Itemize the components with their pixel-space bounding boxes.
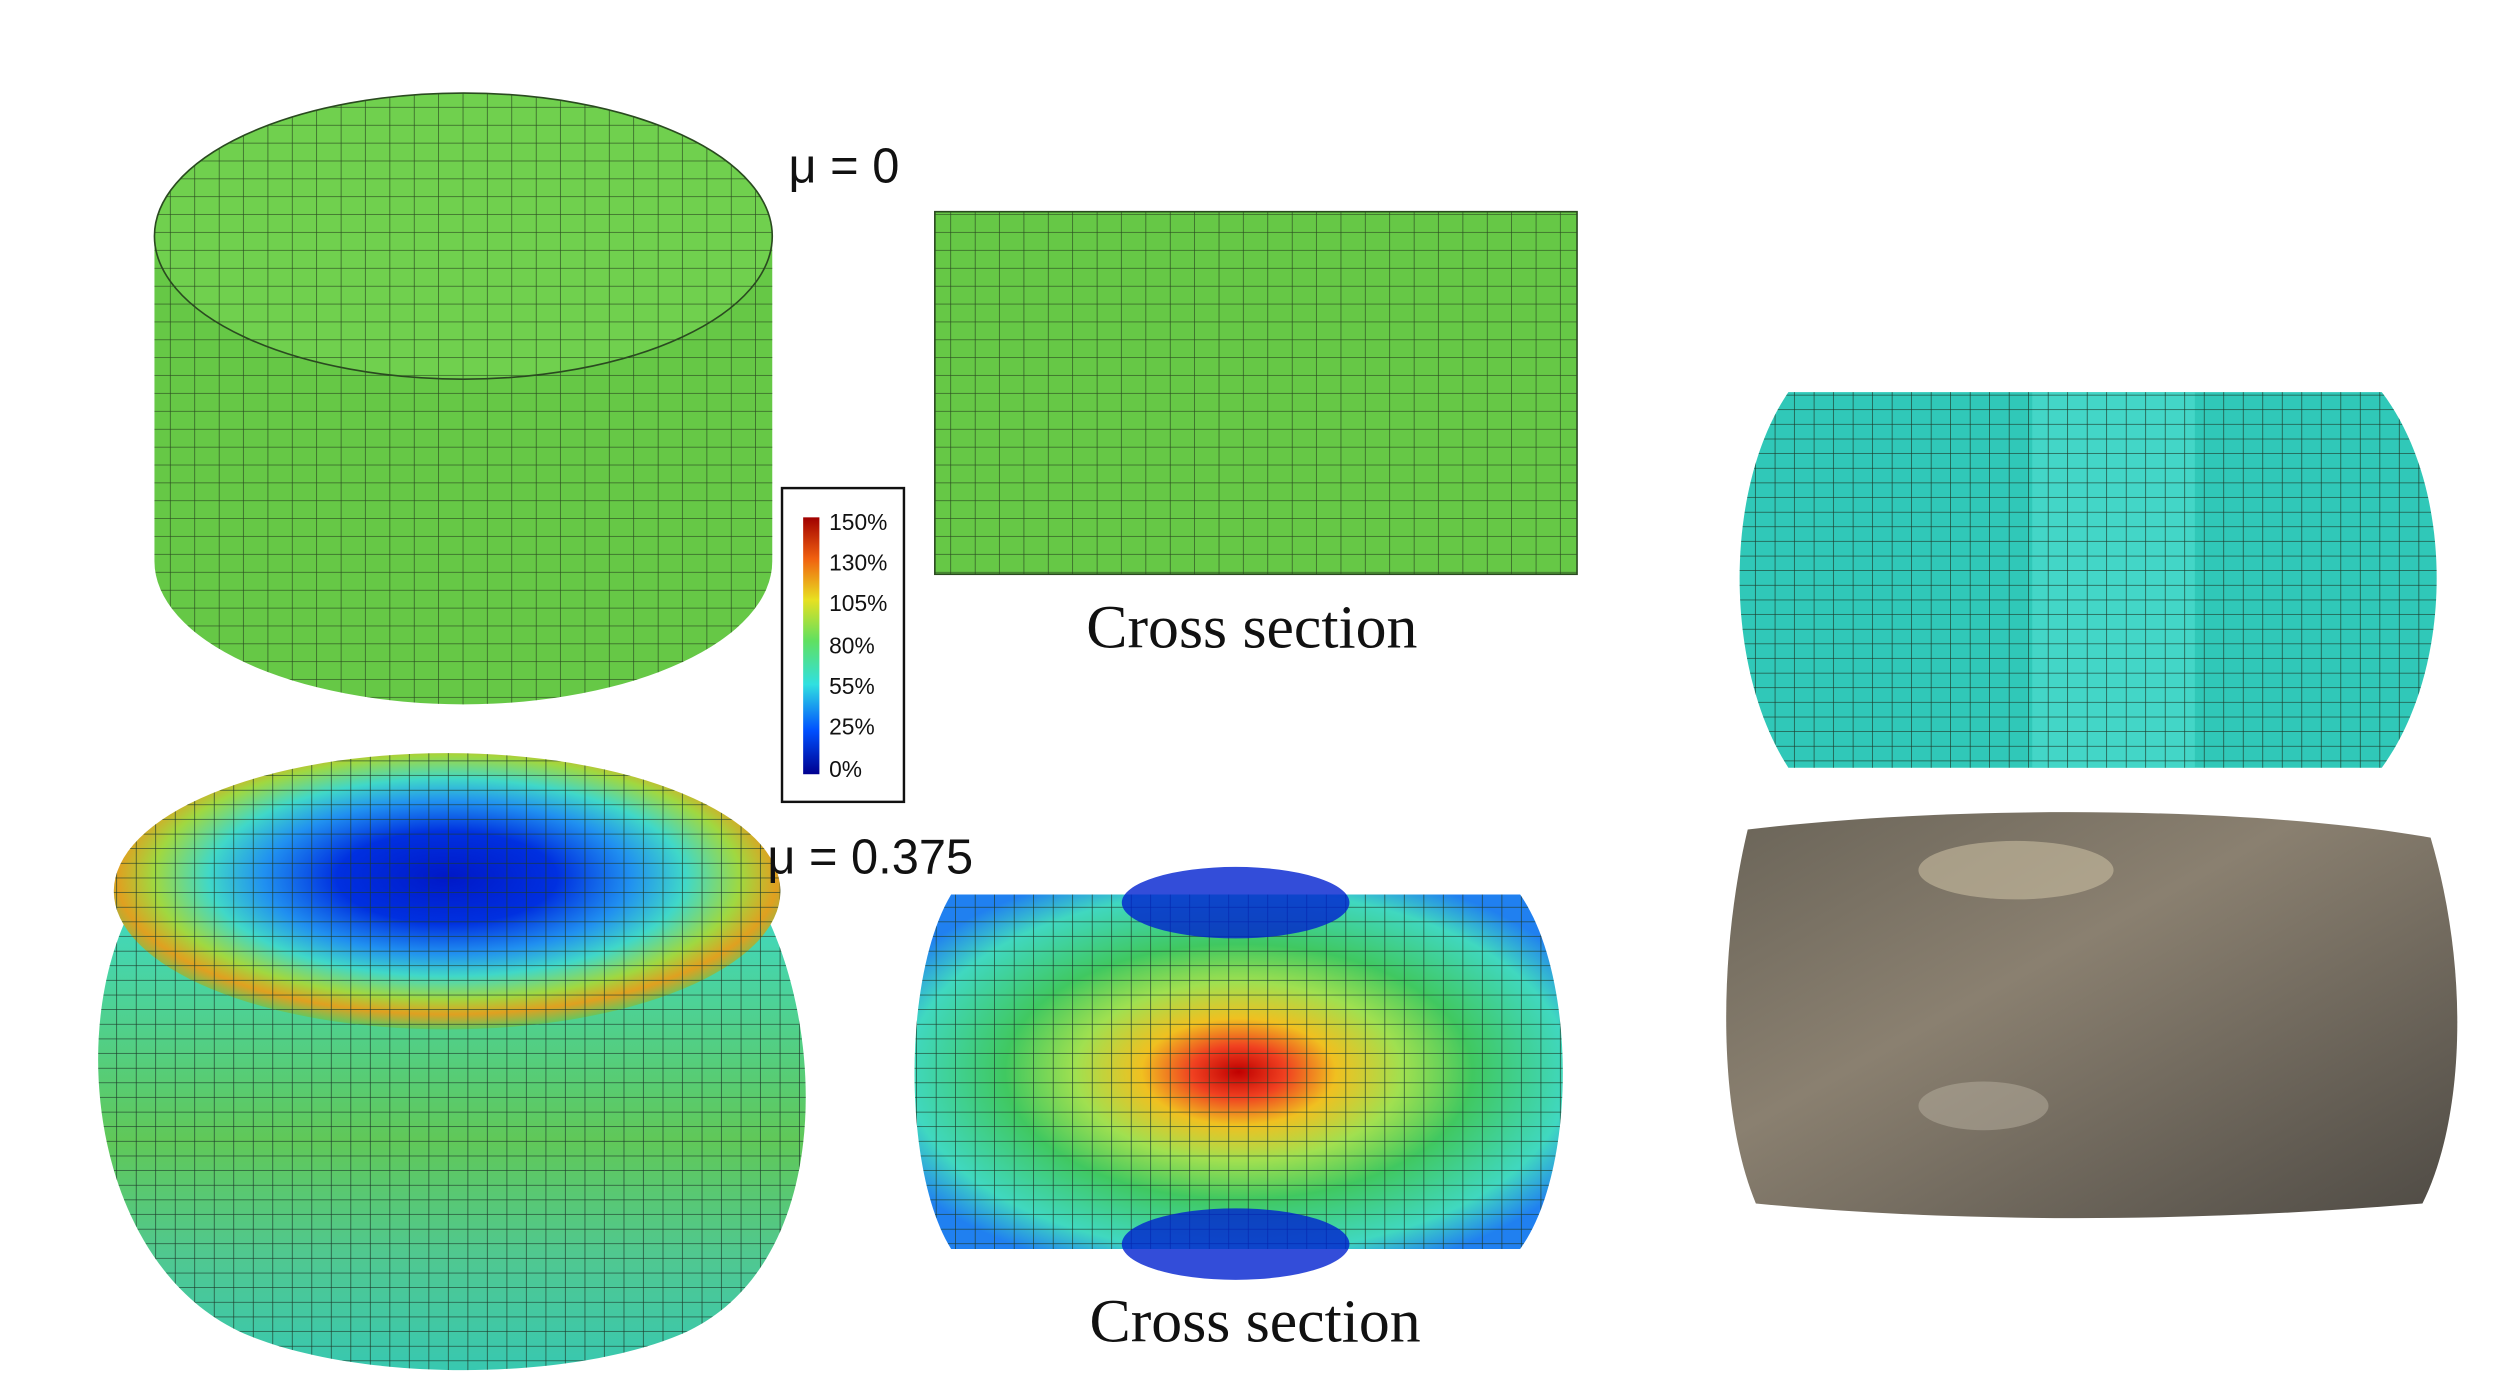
colorbar: 150% 130% 105% 80% 55% 25% 0% xyxy=(780,486,906,804)
colorbar-label: 130% xyxy=(829,550,887,576)
colorbar-label: 150% xyxy=(829,509,887,535)
specimen-photo xyxy=(1726,812,2458,1219)
friction-label: μ = 0.375 xyxy=(767,830,973,884)
specimen-simulation xyxy=(1739,392,2437,768)
cylinder-deformed xyxy=(98,753,806,1371)
colorbar-label: 0% xyxy=(829,756,862,782)
friction-label: μ = 0 xyxy=(789,139,900,193)
colorbar-label: 25% xyxy=(829,714,875,740)
cylinder-undeformed xyxy=(153,92,774,705)
cross-section-caption: Cross section xyxy=(1090,1288,1421,1356)
colorbar-label: 55% xyxy=(829,673,875,699)
cross-section-undeformed xyxy=(934,210,1578,576)
cross-section-deformed xyxy=(914,866,1563,1280)
colorbar-label: 80% xyxy=(829,632,875,658)
colorbar-label: 105% xyxy=(829,590,887,616)
cross-section-caption: Cross section xyxy=(1086,593,1417,661)
